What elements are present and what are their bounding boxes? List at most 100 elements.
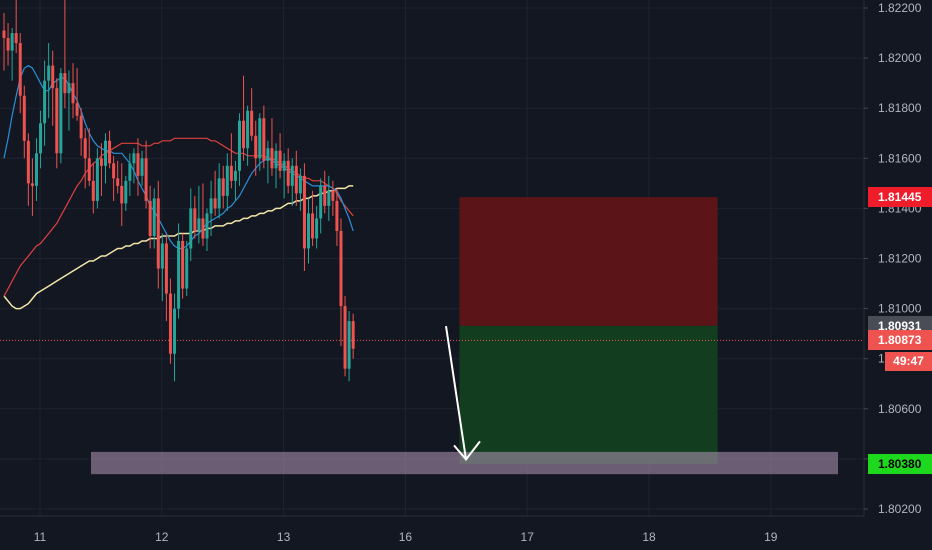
candle [156, 180, 160, 289]
candle [229, 133, 233, 189]
candle-body [132, 153, 136, 164]
candle [14, 0, 18, 54]
candle [319, 178, 323, 234]
candle-body [140, 158, 144, 176]
candle-body [189, 208, 193, 249]
candle [335, 188, 339, 246]
candle [258, 113, 262, 171]
candle-body [112, 163, 116, 179]
candle-body [323, 185, 327, 206]
candle-body [286, 160, 290, 186]
candle-body [168, 293, 172, 354]
candle-body [18, 43, 22, 96]
candle-body [14, 33, 18, 44]
candle-body [124, 180, 128, 204]
candle [323, 170, 327, 214]
candle-body [225, 165, 229, 196]
candle [213, 170, 217, 216]
price-tick-label: 1.81200 [878, 252, 922, 266]
candle-body [270, 148, 274, 169]
candle [298, 168, 302, 211]
candle [262, 105, 266, 169]
price-tick-label: 1.81000 [878, 302, 922, 316]
candle-body [213, 198, 217, 209]
projection-arrow [445, 325, 481, 461]
candle-body [201, 218, 205, 239]
candle [205, 208, 209, 251]
candle [140, 150, 144, 186]
candle-body [233, 170, 237, 181]
stop-price-label: 1.81445 [868, 187, 932, 208]
candle-body [319, 185, 323, 219]
candle-body [10, 33, 14, 51]
candle [331, 180, 335, 216]
candle-body [205, 213, 209, 239]
candle [116, 160, 120, 194]
candle [112, 155, 116, 201]
candle [209, 180, 213, 236]
candle [168, 278, 172, 364]
candle [87, 128, 91, 186]
candle [181, 233, 185, 299]
candle [290, 158, 294, 206]
candle-body [26, 140, 30, 184]
candle-body [91, 180, 95, 201]
position-tool [0, 197, 864, 464]
candle [233, 160, 237, 201]
candle-body [152, 198, 156, 236]
candle [124, 175, 128, 211]
time-tick-label: 17 [521, 530, 535, 544]
candle [6, 23, 10, 66]
candle [185, 240, 189, 297]
price-tick-label: 1.81800 [878, 101, 922, 115]
candle [339, 218, 343, 347]
candle [148, 185, 152, 249]
candle-body [331, 190, 335, 201]
candle [136, 138, 140, 196]
candle-body [237, 120, 241, 171]
candle-body [302, 175, 306, 249]
candle-body [327, 190, 331, 206]
candle-body [104, 140, 107, 166]
price-tick-label: 1.82200 [878, 1, 922, 15]
candle-body [197, 218, 201, 231]
time-tick-label: 12 [155, 530, 169, 544]
candle [315, 205, 319, 249]
candle-body [47, 65, 51, 81]
price-tick-label: 1.81600 [878, 151, 922, 165]
candle [95, 148, 99, 209]
time-tick-label: 18 [642, 530, 656, 544]
candle [173, 293, 177, 382]
candle [270, 118, 274, 176]
candle [197, 185, 201, 244]
candle [302, 163, 306, 272]
candle-body [108, 140, 112, 164]
candle-body [242, 120, 246, 149]
candle-body [217, 178, 221, 209]
candle-body [315, 218, 319, 239]
candle-body [128, 163, 132, 181]
candle-body [254, 135, 258, 159]
candle [152, 188, 156, 249]
time-tick-label: 11 [34, 530, 47, 544]
candle [160, 233, 164, 302]
candle-body [177, 240, 181, 309]
candle-body [262, 118, 266, 161]
candle [266, 140, 270, 184]
candle [43, 60, 47, 146]
candle-body [67, 83, 71, 94]
candle-body [343, 306, 347, 369]
candle [242, 75, 246, 161]
candle-body [229, 165, 233, 181]
candle-body [51, 65, 55, 89]
candle-body [148, 200, 152, 236]
candle [39, 110, 43, 169]
candle [75, 68, 79, 121]
candle-body [181, 240, 185, 289]
candle [274, 143, 278, 189]
candle [2, 13, 6, 71]
candle [63, 0, 67, 109]
arrow-head [453, 440, 481, 461]
candle [217, 163, 221, 219]
